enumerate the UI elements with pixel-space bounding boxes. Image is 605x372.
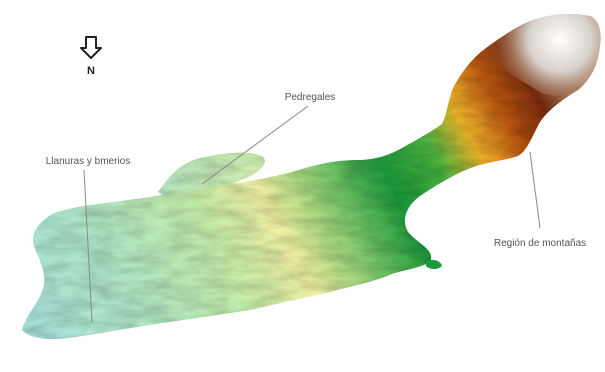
label-pedregales: Pedregales [285,92,336,103]
terrain-body [22,14,601,340]
pedregales-leader [201,105,309,185]
terrain-lobe [158,152,265,199]
north-label: N [87,65,95,77]
label-montanas: Región de montañas [494,238,586,249]
mountain-peak [486,14,601,96]
llanuras-leader [83,169,93,323]
north-arrow-icon: N [80,36,102,77]
coastal-islet [426,259,442,269]
montanas-leader [529,151,541,229]
label-llanuras: Llanuras y bmerios [46,156,130,167]
